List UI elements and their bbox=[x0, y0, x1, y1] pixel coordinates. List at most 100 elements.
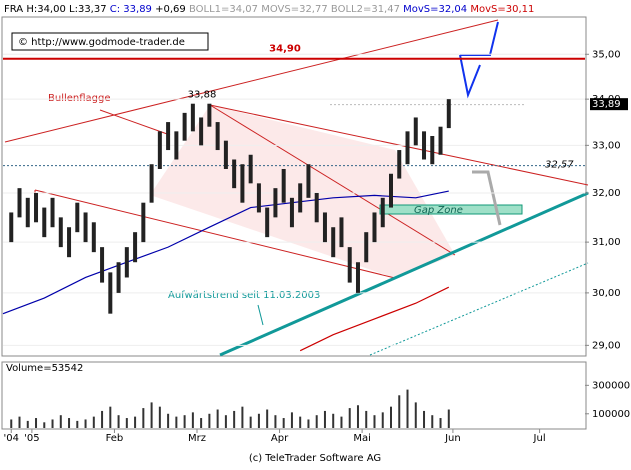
volume-bar bbox=[241, 406, 244, 428]
volume-bar bbox=[274, 415, 277, 428]
volume-bar bbox=[84, 419, 87, 428]
price-bar bbox=[42, 207, 47, 238]
price-bar bbox=[248, 154, 253, 184]
trend-line bbox=[209, 104, 456, 256]
volume-bar bbox=[266, 409, 269, 428]
price-bar bbox=[355, 262, 360, 293]
volume-bar bbox=[332, 413, 335, 428]
uptrend-parallel bbox=[369, 262, 589, 356]
y-tick-label: 35,00 bbox=[592, 49, 621, 60]
price-bar bbox=[397, 150, 402, 179]
price-bar bbox=[133, 232, 138, 263]
price-bar bbox=[116, 262, 121, 293]
volume-bar bbox=[200, 418, 203, 428]
uptrend-line bbox=[219, 191, 589, 357]
moving-average bbox=[299, 286, 450, 352]
volume-panel bbox=[1, 361, 587, 430]
price-bar bbox=[322, 212, 327, 243]
volume-tick-label: 300000 bbox=[592, 380, 630, 391]
volume-bar bbox=[233, 410, 236, 428]
volume-bar bbox=[59, 415, 62, 428]
price-bar bbox=[339, 217, 344, 248]
projection-arrow bbox=[472, 170, 502, 226]
price-bar bbox=[25, 197, 30, 228]
y-tick-label: 33,00 bbox=[592, 140, 621, 151]
volume-bar bbox=[406, 389, 409, 428]
volume-bar bbox=[299, 416, 302, 428]
volume-bar bbox=[431, 415, 434, 428]
x-tick-label: Jul bbox=[533, 433, 546, 444]
volume-bar bbox=[101, 410, 104, 428]
price-panel bbox=[1, 16, 587, 357]
price-bar bbox=[157, 131, 162, 169]
volume-bar bbox=[10, 419, 13, 428]
volume-bar bbox=[142, 408, 145, 428]
y-tick-label: 31,00 bbox=[592, 237, 621, 248]
price-bar bbox=[50, 197, 55, 228]
x-tick-label: '05 bbox=[24, 433, 39, 444]
volume-bar bbox=[257, 413, 260, 428]
annotation: Aufwärtstrend seit 11.03.2003 bbox=[168, 290, 320, 301]
price-bar bbox=[256, 183, 261, 213]
price-bar bbox=[389, 173, 393, 208]
volume-tick-label: 100000 bbox=[592, 409, 630, 420]
price-bar bbox=[124, 247, 129, 278]
volume-bar bbox=[323, 410, 326, 428]
volume-bar bbox=[158, 406, 161, 428]
volume-bar bbox=[92, 416, 95, 428]
moving-average bbox=[2, 190, 449, 315]
price-bar bbox=[141, 202, 146, 243]
price-bar bbox=[314, 192, 319, 223]
volume-bar bbox=[183, 415, 186, 428]
volume-bar bbox=[439, 418, 442, 428]
volume-bar bbox=[18, 416, 21, 428]
volume-bar bbox=[249, 416, 252, 428]
price-bar bbox=[17, 188, 22, 218]
volume-bar bbox=[208, 413, 211, 428]
volume-bar bbox=[315, 415, 318, 428]
header-item: +0,69 bbox=[155, 4, 189, 15]
price-bar bbox=[298, 183, 303, 213]
price-bar bbox=[174, 131, 179, 160]
annotation: Bullenflagge bbox=[48, 93, 111, 104]
price-bar bbox=[306, 164, 311, 198]
pointer-arrow bbox=[99, 109, 171, 136]
x-tick-label: Apr bbox=[271, 433, 289, 444]
volume-bar bbox=[307, 419, 310, 428]
volume-bar bbox=[423, 410, 426, 428]
volume-bar bbox=[216, 409, 219, 428]
volume-bar bbox=[447, 409, 450, 428]
peak-label: 33,88 bbox=[188, 90, 217, 101]
volume-bar bbox=[43, 422, 46, 428]
x-tick-label: Feb bbox=[106, 433, 124, 444]
trend-line bbox=[34, 189, 396, 279]
trend-line bbox=[4, 19, 499, 143]
price-bar bbox=[413, 117, 418, 146]
volume-bar bbox=[167, 413, 170, 428]
volume-bar bbox=[68, 418, 71, 428]
price-bar bbox=[364, 232, 369, 263]
volume-bar bbox=[224, 415, 227, 428]
header-item: FRA H:34,00 L:33,37 bbox=[4, 4, 110, 15]
price-bar bbox=[166, 122, 171, 151]
annotation: Gap Zone bbox=[414, 205, 463, 216]
price-bar bbox=[207, 103, 212, 127]
volume-bar bbox=[51, 419, 54, 428]
price-bar bbox=[430, 136, 435, 165]
price-bar bbox=[372, 212, 377, 243]
price-bar bbox=[232, 159, 237, 189]
header-item: BOLL2=31,47 bbox=[331, 4, 403, 15]
gap-zone bbox=[379, 204, 523, 215]
last-price-box bbox=[590, 98, 628, 111]
volume-bar bbox=[348, 408, 351, 428]
volume-bar bbox=[373, 415, 376, 428]
price-bar bbox=[182, 112, 187, 141]
price-bar bbox=[446, 99, 451, 129]
x-tick-label: '04 bbox=[4, 433, 19, 444]
price-bar bbox=[9, 212, 14, 243]
price-bar bbox=[289, 197, 294, 228]
price-bar bbox=[215, 122, 220, 151]
volume-bar bbox=[117, 415, 120, 428]
volume-bar bbox=[282, 418, 285, 428]
